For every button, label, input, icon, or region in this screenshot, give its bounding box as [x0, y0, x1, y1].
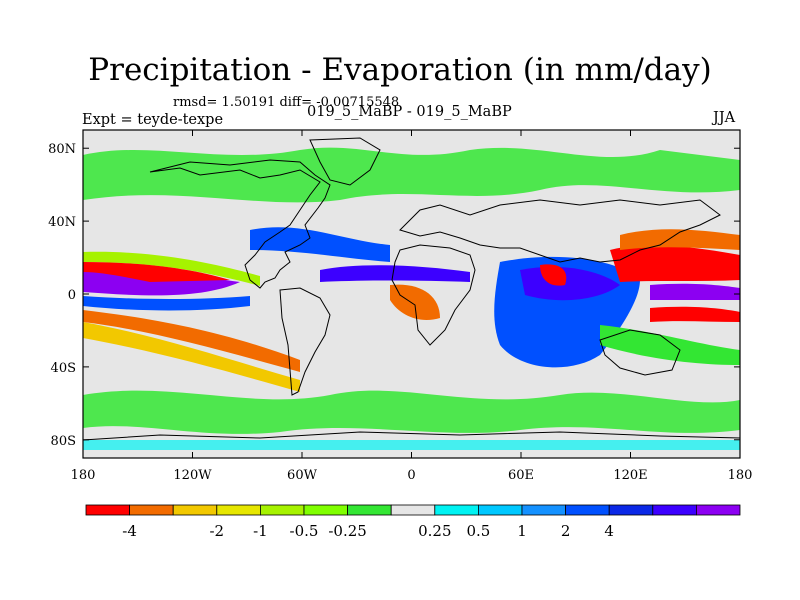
- field-south-cyan: [83, 440, 740, 450]
- continent-outlines: [83, 137, 740, 441]
- colorbar-label: -1: [253, 522, 268, 540]
- y-tick-label: 40N: [48, 215, 76, 230]
- outline-south-america: [279, 287, 331, 396]
- comparison-label: 019_5_MaBP - 019_5_MaBP: [307, 104, 512, 120]
- colorbar-swatch: [608, 504, 654, 516]
- y-tick-label: 80S: [51, 434, 76, 449]
- chart-title: Precipitation - Evaporation (in mm/day): [88, 52, 712, 88]
- x-tick-label: 180: [728, 468, 753, 483]
- experiment-label: Expt = teyde-texpe: [82, 112, 224, 128]
- field-south-green: [83, 390, 740, 434]
- outline-africa: [391, 244, 476, 346]
- field-pacific-green-south: [600, 325, 740, 365]
- colorbar-label: -2: [209, 522, 224, 540]
- colorbar-swatch: [303, 504, 348, 516]
- field-north-green: [83, 147, 740, 203]
- colorbar-swatch: [477, 504, 523, 516]
- colorbar-swatch: [347, 504, 392, 516]
- colorbar-swatch: [696, 504, 741, 516]
- x-tick-label: 0: [407, 468, 415, 483]
- colorbar-swatch: [259, 504, 305, 516]
- colorbar-swatch: [172, 504, 218, 516]
- field-band-yellow-south: [83, 322, 300, 392]
- colorbar-swatch: [434, 504, 479, 516]
- colorbar: -4 -2 -1 -0.5 -0.25 0.25 0.5 1 2 4: [85, 504, 741, 540]
- colorbar-swatch: [85, 504, 130, 516]
- colorbar-label: -4: [122, 522, 137, 540]
- y-tick-label: 0: [68, 288, 76, 303]
- x-tick-label: 180: [71, 468, 96, 483]
- field-band-red-west: [83, 262, 230, 282]
- field-atlantic-blue: [250, 227, 390, 262]
- field-pattern: [83, 147, 740, 450]
- field-band-lime-west: [83, 251, 260, 286]
- colorbar-label: 2: [561, 522, 571, 540]
- colorbar-swatch: [565, 504, 610, 516]
- colorbar-swatch: [129, 504, 174, 516]
- outline-australia: [599, 329, 681, 376]
- colorbar-swatch: [652, 504, 697, 516]
- y-tick-label: 40S: [51, 361, 76, 376]
- x-tick-label: 120W: [173, 468, 212, 483]
- colorbar-label: 1: [517, 522, 527, 540]
- field-pacific-orange-north: [620, 229, 740, 250]
- x-axis: 180 120W 60W 0 60E 120E 180: [71, 130, 753, 483]
- field-band-blue-west: [83, 296, 250, 311]
- colorbar-label: 0.5: [466, 522, 490, 540]
- colorbar-label: 0.25: [418, 522, 451, 540]
- outline-north-america: [149, 159, 331, 289]
- stats-text: rmsd= 1.50191 diff= -0.00715548: [173, 95, 400, 110]
- x-tick-label: 60W: [287, 468, 318, 483]
- colorbar-swatch: [390, 504, 436, 516]
- field-pacific-red-south: [650, 306, 740, 322]
- y-axis: 80N 40N 0 40S 80S: [48, 142, 740, 449]
- colorbar-label: 4: [604, 522, 614, 540]
- colorbar-swatch: [216, 504, 261, 516]
- colorbar-label: -0.25: [328, 522, 366, 540]
- field-pacific-red-north: [610, 245, 740, 282]
- y-tick-label: 80N: [48, 142, 76, 157]
- outline-eurasia: [399, 199, 721, 263]
- x-tick-label: 60E: [508, 468, 534, 483]
- outline-greenland: [309, 137, 381, 186]
- colorbar-label: -0.5: [290, 522, 319, 540]
- outline-antarctica: [83, 431, 740, 441]
- x-tick-label: 120E: [613, 468, 647, 483]
- season-label: JJA: [713, 110, 736, 126]
- field-pacific-purple: [650, 283, 740, 300]
- field-india-red: [540, 264, 567, 286]
- field-band-orange-south: [83, 310, 300, 372]
- field-africa-orange: [390, 284, 440, 320]
- field-atlantic-purple: [320, 265, 470, 282]
- colorbar-swatch: [521, 504, 566, 516]
